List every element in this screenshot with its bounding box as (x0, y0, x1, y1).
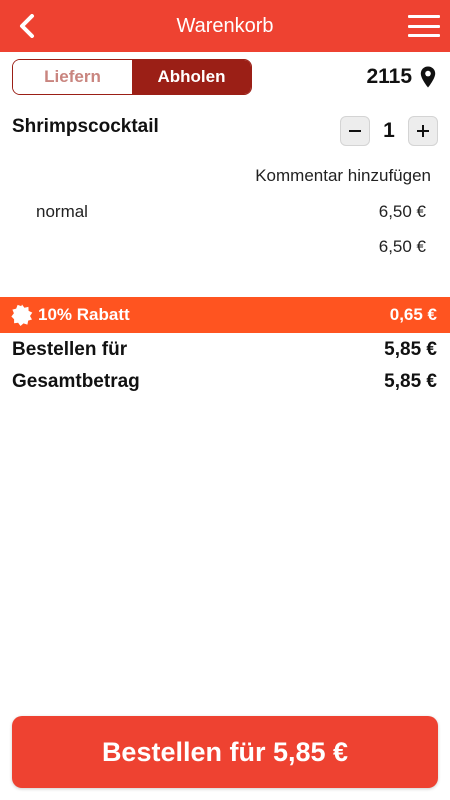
minus-icon (349, 130, 361, 132)
back-button[interactable] (10, 8, 44, 44)
zip-code: 2115 (366, 65, 412, 88)
order-for-value: 5,85 € (384, 339, 437, 360)
page-title: Warenkorb (176, 15, 274, 37)
item-variant: normal (36, 202, 88, 221)
total-row: Gesamtbetrag 5,85 € (12, 369, 437, 395)
hamburger-icon-line (408, 24, 440, 28)
item-total: 6,50 € (378, 237, 426, 256)
hamburger-icon-line (408, 15, 440, 18)
badge-icon (11, 304, 33, 326)
hamburger-icon-line (408, 34, 440, 37)
plus-icon (417, 125, 429, 137)
order-for-row: Bestellen für 5,85 € (12, 337, 437, 363)
discount-amount: 0,65 € (389, 305, 437, 324)
total-value: 5,85 € (384, 371, 437, 392)
quantity-stepper: 1 (340, 116, 438, 146)
delivery-mode-toggle: Liefern Abholen (12, 59, 252, 95)
quantity-value: 1 (383, 119, 395, 142)
map-pin-icon (420, 66, 436, 88)
cart-item-name: Shrimpscocktail (12, 116, 159, 137)
menu-button[interactable] (406, 12, 442, 40)
top-app-bar: Warenkorb (0, 0, 450, 52)
location-selector[interactable]: 2115 (366, 62, 436, 92)
add-comment-link[interactable]: Kommentar hinzufügen (255, 166, 431, 185)
discount-bar: 10% Rabatt 0,65 € (0, 297, 450, 333)
chevron-left-icon (20, 14, 34, 38)
order-button[interactable]: Bestellen für 5,85 € (12, 716, 438, 788)
tab-liefern[interactable]: Liefern (13, 60, 132, 94)
variant-price: 6,50 € (378, 202, 426, 221)
increment-button[interactable] (408, 116, 438, 146)
tab-abholen[interactable]: Abholen (132, 60, 251, 94)
discount-label: 10% Rabatt (38, 305, 130, 324)
total-label: Gesamtbetrag (12, 371, 140, 392)
decrement-button[interactable] (340, 116, 370, 146)
order-for-label: Bestellen für (12, 339, 128, 360)
